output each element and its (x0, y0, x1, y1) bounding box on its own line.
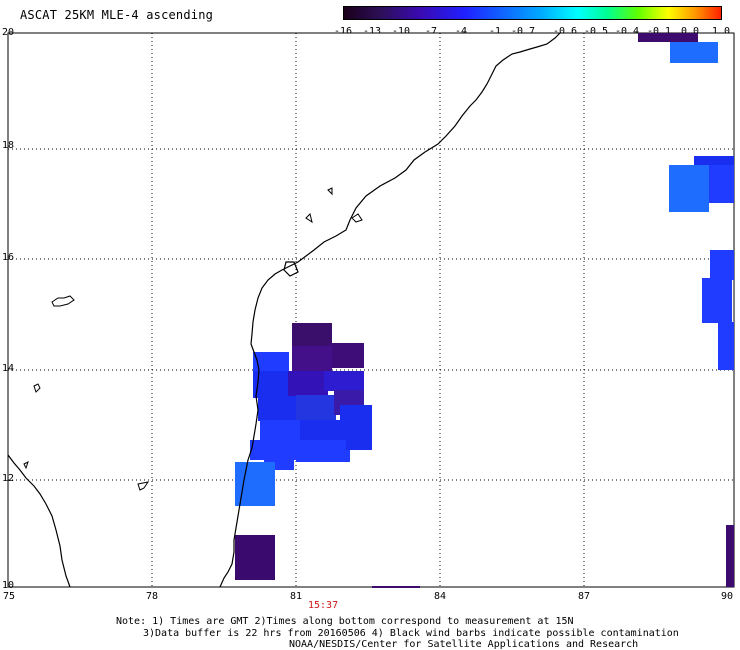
lat-label-20: 20 (2, 27, 15, 38)
lat-label-16: 16 (2, 252, 15, 263)
colorbar-label: 0.0 (680, 26, 700, 37)
island (33, 383, 41, 393)
data-cell (296, 395, 336, 420)
lat-label-10: 10 (2, 580, 15, 591)
colorbar-label: -0.4 (614, 26, 640, 37)
data-cell (292, 323, 332, 347)
note-line-1: Note: 1) Times are GMT 2)Times along bot… (116, 616, 574, 627)
map-title: ASCAT 25KM MLE-4 ascending (20, 8, 214, 22)
lon-label-87: 87 (578, 591, 591, 602)
colorbar-label: -0.6 (552, 26, 578, 37)
pass-time-label: 15:37 (308, 600, 339, 611)
colorbar-label: -0.7 (510, 26, 536, 37)
colorbar-labels: -16 -13 -10 -7 -4 -1 -0.7 -0.6 -0.5 -0.4 -0.1 0.0 1.… (0, 26, 740, 40)
islands (23, 187, 363, 491)
colorbar-label: -0.5 (583, 26, 609, 37)
island (137, 481, 150, 491)
data-cell (669, 165, 709, 212)
lat-label-14: 14 (2, 363, 15, 374)
delta-outline (283, 261, 299, 277)
colorbar (343, 6, 722, 20)
island (51, 295, 75, 307)
data-cell (718, 322, 734, 370)
coastline (7, 32, 561, 588)
lon-label-81: 81 (290, 591, 303, 602)
data-cell (292, 346, 332, 371)
data-cell (300, 420, 340, 442)
colorbar-label: -0.1 (646, 26, 672, 37)
colorbar-label: 1.0 (711, 26, 731, 37)
colorbar-label: -7 (424, 26, 438, 37)
lat-label-12: 12 (2, 473, 15, 484)
data-cell (310, 450, 350, 462)
island (23, 461, 29, 470)
data-cell (253, 352, 289, 372)
lon-label-78: 78 (146, 591, 159, 602)
island (351, 213, 363, 223)
data-cell (710, 250, 734, 280)
data-cells (235, 33, 734, 588)
data-cell (726, 525, 734, 587)
lon-label-75: 75 (3, 591, 16, 602)
data-cell (288, 371, 328, 396)
data-cell (372, 586, 420, 588)
data-cell (702, 278, 732, 323)
data-cell (324, 371, 364, 391)
lon-label-84: 84 (434, 591, 447, 602)
data-cell (638, 33, 698, 42)
note-line-3: NOAA/NESDIS/Center for Satellite Applica… (289, 639, 639, 650)
data-cell (235, 462, 275, 506)
data-cell (253, 371, 293, 398)
data-cell (694, 156, 734, 166)
data-cell (328, 343, 364, 368)
coastline-india-east (219, 32, 561, 588)
colorbar-label: -13 (362, 26, 382, 37)
data-cell (258, 396, 298, 421)
island (305, 213, 313, 224)
data-cell (235, 535, 275, 580)
note-line-2: 3)Data buffer is 22 hrs from 20160506 4)… (143, 628, 679, 639)
colorbar-label: -4 (454, 26, 468, 37)
colorbar-label: -16 (333, 26, 353, 37)
lon-label-90: 90 (721, 591, 734, 602)
coastline-west (7, 454, 71, 588)
data-cell (670, 42, 718, 63)
lat-label-18: 18 (2, 140, 15, 151)
data-cell (709, 165, 734, 203)
colorbar-label: -1 (488, 26, 502, 37)
data-cell (260, 420, 300, 442)
map-background (7, 32, 735, 588)
grid-lines (8, 33, 734, 587)
colorbar-label: -10 (391, 26, 411, 37)
island (327, 187, 333, 196)
